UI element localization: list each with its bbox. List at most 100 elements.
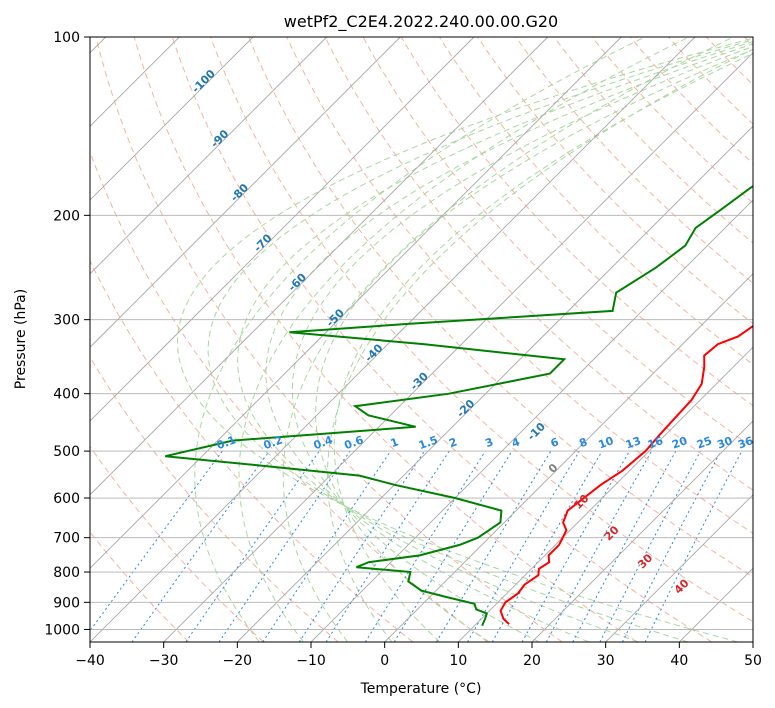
mixing-ratio-label: 3 <box>483 435 495 450</box>
y-tick-label: 900 <box>53 595 80 611</box>
dry-adiabat <box>553 37 753 244</box>
dry-adiabat <box>90 356 339 642</box>
dry-adiabat <box>248 37 753 578</box>
mixing-ratio-line <box>364 450 486 642</box>
y-tick-label: 600 <box>53 491 80 507</box>
isotherm-line <box>236 125 753 642</box>
x-tick-label: −20 <box>223 653 253 669</box>
mixing-ratio-label: 25 <box>695 434 714 451</box>
x-tick-label: 30 <box>597 653 615 669</box>
isotherm-label: -40 <box>362 341 385 364</box>
mixing-ratio-line <box>90 450 223 632</box>
dry-adiabat <box>90 259 414 642</box>
isotherm-line <box>605 494 753 642</box>
mixing-ratio-line <box>218 450 351 642</box>
y-tick-label: 800 <box>53 565 80 581</box>
x-tick-label: 10 <box>449 653 467 669</box>
plot-frame <box>89 36 754 643</box>
isotherm-line <box>90 37 696 642</box>
isotherm-label: -80 <box>228 181 251 204</box>
mixing-ratio-label: 13 <box>624 434 643 451</box>
mixing-ratio-label: 36 <box>736 434 755 452</box>
dry-adiabat <box>171 37 712 642</box>
dry-adiabat <box>90 445 264 642</box>
dry-adiabat <box>515 37 753 284</box>
dry-adiabat <box>744 37 753 47</box>
mixing-ratio-line <box>185 450 320 642</box>
mixing-ratio-line <box>435 450 552 642</box>
dry-adiabat <box>706 37 753 86</box>
gridlines <box>90 37 753 642</box>
dry-adiabat <box>400 37 753 407</box>
mixing-ratio-label: 1.5 <box>417 433 440 452</box>
mixing-ratio-label: 1 <box>389 435 401 450</box>
y-tick-label: 400 <box>53 387 80 403</box>
mixing-ratio-line <box>467 450 580 642</box>
y-tick-label: 1000 <box>44 622 80 638</box>
moist-adiabat <box>238 37 690 642</box>
dry-adiabat <box>477 37 753 325</box>
isotherm-label: -60 <box>286 270 309 293</box>
isotherm-label: -100 <box>189 67 218 96</box>
isotherm-line <box>90 37 254 201</box>
background-lines <box>90 37 753 642</box>
mixing-ratio-label: 0.1 <box>215 433 238 452</box>
isotherm-label: -20 <box>454 397 477 420</box>
mixing-ratio-label: 16 <box>646 434 665 452</box>
series-layer <box>165 184 753 627</box>
y-tick-label: 300 <box>53 313 80 329</box>
dry-adiabat <box>629 37 753 165</box>
moist-adiabat <box>176 37 753 642</box>
y-tick-label: 200 <box>53 208 80 224</box>
isotherm-line <box>384 273 753 642</box>
isotherm-label: -50 <box>324 306 347 329</box>
isotherm-label: -30 <box>408 370 431 393</box>
moist-adiabat-label: 30 <box>635 551 655 571</box>
dry-adiabat <box>591 37 753 204</box>
isotherm-line <box>310 199 753 642</box>
x-tick-label: −40 <box>75 653 105 669</box>
y-axis-label: Pressure (hPa) <box>13 289 29 389</box>
moist-adiabat <box>237 41 753 642</box>
isotherm-line <box>90 37 622 569</box>
isotherm-line <box>531 420 753 642</box>
dewpoint-profile-line <box>165 184 753 627</box>
y-axis: 100 200 300 400 500 600 700 800 900 1000 <box>44 30 90 638</box>
moist-adiabat <box>265 43 753 642</box>
mixing-ratio-label: 2 <box>447 435 459 450</box>
moist-adiabat <box>194 37 646 642</box>
temperature-profile-line <box>499 324 753 625</box>
dry-adiabat <box>90 150 488 642</box>
moist-adiabat-label: 20 <box>602 523 622 543</box>
x-tick-label: −10 <box>296 653 326 669</box>
mixing-ratio-label: 10 <box>597 434 616 452</box>
mixing-ratio-label: 20 <box>670 434 689 452</box>
x-tick-label: 40 <box>670 653 688 669</box>
x-tick-label: 50 <box>744 653 762 669</box>
x-tick-label: 20 <box>523 653 541 669</box>
isotherm-line <box>163 52 753 642</box>
mixing-ratio-line <box>599 450 701 642</box>
isotherm-line <box>678 567 753 642</box>
mixing-ratio-line <box>621 450 722 642</box>
mixing-ratio-line <box>262 450 392 642</box>
moist-adiabat <box>315 48 753 642</box>
isotherm-line <box>752 641 753 642</box>
isotherm-line <box>90 37 549 496</box>
mixing-ratio-label: 0.2 <box>262 433 285 452</box>
mixing-ratio-line <box>491 450 603 642</box>
mixing-ratio-label: 8 <box>577 435 589 450</box>
y-tick-label: 500 <box>53 444 80 460</box>
mixing-ratio-label: 0.4 <box>312 433 335 452</box>
moist-adiabat-label: 40 <box>672 576 692 596</box>
moist-adiabat <box>326 48 753 642</box>
chart-title: wetPf2_C2E4.2022.240.00.00.G20 <box>284 12 558 32</box>
y-tick-label: 100 <box>53 30 80 46</box>
isotherm-label: -70 <box>251 231 274 254</box>
isotherm-line <box>90 37 401 348</box>
isotherm-line <box>90 37 475 422</box>
mixing-ratio-line <box>521 450 630 642</box>
mixing-ratio-label: 6 <box>549 435 561 450</box>
dry-adiabat <box>95 37 563 642</box>
